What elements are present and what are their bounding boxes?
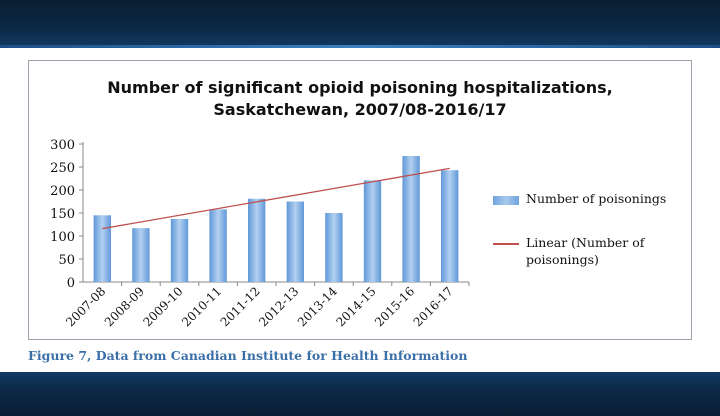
x-tick-label: 2011-12 — [218, 284, 263, 329]
chart-title-line-2: Saskatchewan, 2007/08-2016/17 — [213, 100, 507, 119]
y-tick-label: 50 — [58, 253, 75, 268]
bar — [132, 228, 150, 282]
bar — [248, 198, 266, 282]
y-tick-label: 150 — [50, 207, 75, 222]
x-tick-label: 2014-15 — [333, 284, 378, 329]
chart-plot: 2007-082008-092009-102010-112011-122012-… — [50, 138, 470, 329]
bars-group — [93, 155, 459, 282]
trendline-group — [102, 167, 450, 230]
y-tick-label: 100 — [50, 230, 75, 245]
legend-label-trend-line-2: poisonings) — [526, 252, 599, 267]
bar — [363, 180, 382, 282]
figure-caption: Figure 7, Data from Canadian Institute f… — [28, 348, 468, 363]
x-tick-label: 2012-13 — [256, 284, 301, 329]
y-tick-label: 0 — [67, 276, 75, 291]
x-tick-label: 2013-14 — [295, 284, 340, 329]
y-tick-labels: 0 50 100 150 200 250 300 — [50, 138, 83, 291]
x-tick-label: 2008-09 — [102, 284, 147, 329]
x-tick-label: 2016-17 — [411, 284, 456, 329]
x-tick-label: 2010-11 — [179, 284, 224, 329]
bottom-banner — [0, 372, 720, 416]
bar — [286, 201, 304, 282]
bar — [170, 218, 189, 282]
bar — [402, 155, 420, 282]
x-tick-labels: 2007-082008-092009-102010-112011-122012-… — [63, 282, 470, 329]
top-banner — [0, 0, 720, 48]
y-tick-label: 250 — [50, 161, 75, 176]
chart-frame: Number of significant opioid poisoning h… — [28, 60, 692, 340]
chart-title: Number of significant opioid poisoning h… — [29, 77, 691, 121]
y-tick-label: 300 — [50, 138, 75, 153]
x-tick-label: 2015-16 — [372, 284, 417, 329]
chart-title-line-1: Number of significant opioid poisoning h… — [107, 78, 613, 97]
bar — [325, 213, 343, 282]
legend-swatch-bars — [493, 196, 519, 205]
bar — [209, 209, 227, 282]
trendline — [102, 167, 450, 230]
bar — [93, 215, 111, 282]
x-tick-label: 2009-10 — [140, 284, 185, 329]
legend-label-bars: Number of poisonings — [526, 191, 667, 206]
y-tick-label: 200 — [50, 184, 75, 199]
legend-label-trend-line-1: Linear (Number of — [526, 235, 645, 250]
legend-swatch-trend — [493, 243, 519, 245]
bar — [441, 170, 459, 282]
